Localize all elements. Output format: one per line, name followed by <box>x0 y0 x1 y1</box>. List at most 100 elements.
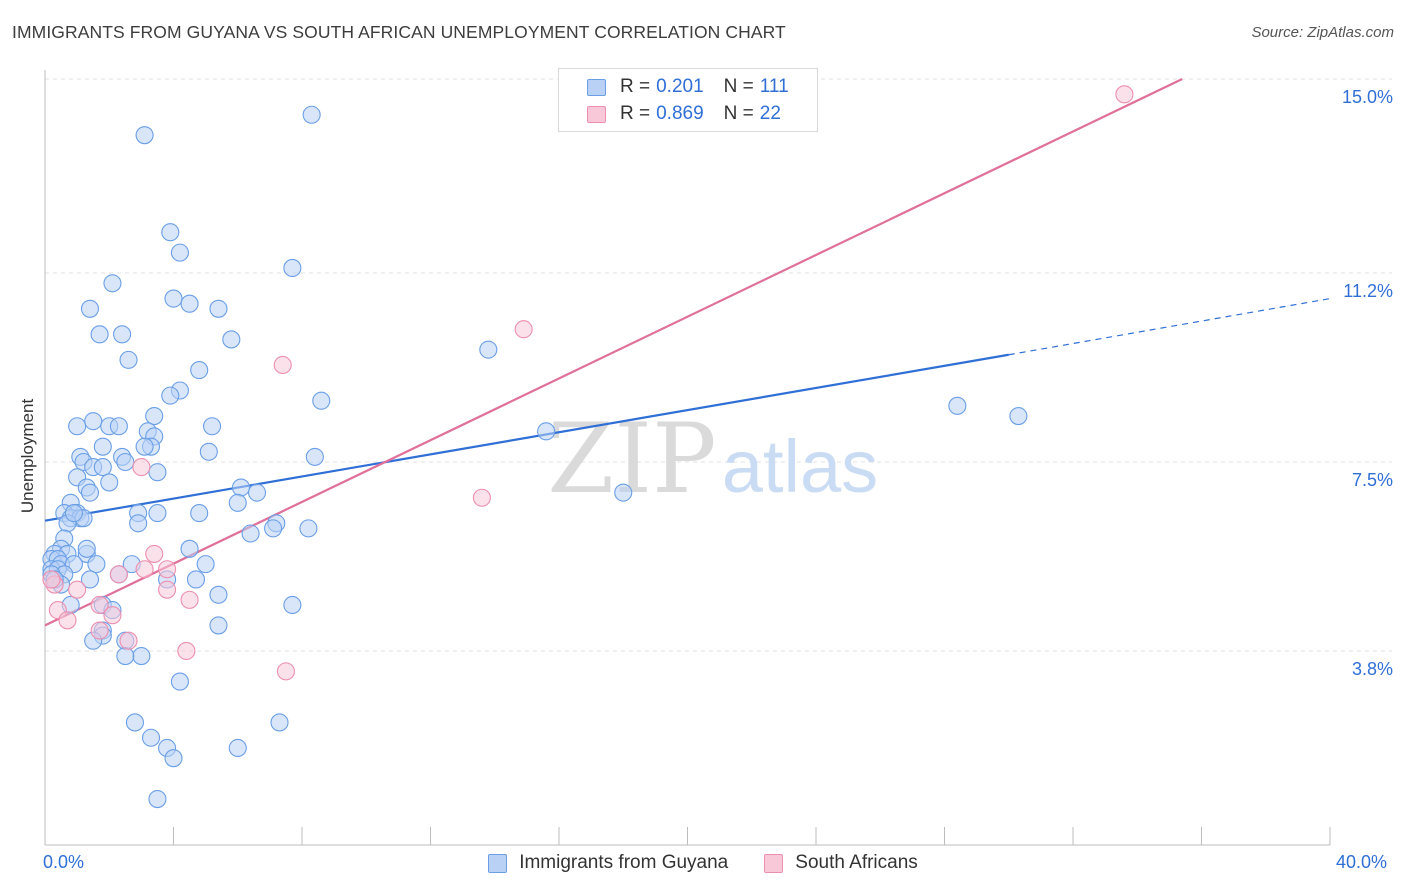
data-point <box>80 570 100 589</box>
legend-swatch-guyana <box>587 78 606 96</box>
data-point <box>537 422 556 441</box>
data-point <box>228 493 247 512</box>
data-point <box>161 386 180 405</box>
data-point <box>64 504 83 523</box>
legend-r-value: 0.201 <box>656 76 704 97</box>
data-point <box>209 299 228 318</box>
data-point <box>283 595 302 615</box>
data-point <box>109 565 128 584</box>
data-point <box>129 514 148 533</box>
data-point <box>302 105 321 124</box>
data-point <box>514 320 533 339</box>
trend-line <box>44 353 1009 522</box>
data-point <box>1009 406 1028 426</box>
legend-swatch-guyana <box>488 853 508 873</box>
data-point <box>93 458 112 477</box>
legend-r-label: R = <box>620 76 651 97</box>
data-points <box>42 85 1134 809</box>
data-point <box>90 325 109 344</box>
data-point <box>80 483 100 502</box>
data-point <box>170 672 189 691</box>
legend-item-south-africans: South Africans <box>764 852 918 874</box>
y-tick-labels: 3.8% 7.5% 11.2% 15.0% <box>1342 87 1393 679</box>
data-point <box>270 713 289 732</box>
legend-n-label: N = <box>723 103 754 124</box>
data-point <box>158 560 177 579</box>
legend-n-value: 22 <box>759 103 781 124</box>
data-point <box>141 728 161 747</box>
data-point <box>93 437 112 456</box>
data-point <box>948 396 967 415</box>
data-point <box>132 647 151 666</box>
data-point <box>177 641 196 660</box>
data-point <box>180 539 199 558</box>
data-point <box>135 126 154 145</box>
data-point <box>103 606 122 625</box>
data-point <box>209 585 228 604</box>
data-point <box>42 570 61 589</box>
data-point <box>58 611 77 630</box>
correlation-legend: R = 0.201 N = 111 R = 0.869 N = 22 <box>558 68 818 132</box>
data-point <box>264 519 283 538</box>
y-tick-label: 15.0% <box>1342 87 1393 107</box>
data-point <box>1115 85 1134 104</box>
data-point <box>113 325 132 344</box>
data-point <box>90 621 109 640</box>
trend-lines <box>44 78 1331 627</box>
legend-label-guyana: Immigrants from Guyana <box>519 852 729 873</box>
data-point <box>190 504 209 523</box>
data-point <box>305 447 324 466</box>
data-point <box>148 504 167 523</box>
grid-lines <box>45 78 1392 652</box>
data-point <box>158 580 177 599</box>
data-point <box>312 391 331 410</box>
data-point <box>116 452 135 472</box>
axes <box>44 70 1331 846</box>
data-point <box>247 483 267 502</box>
data-point <box>68 417 87 436</box>
x-tick-label-max: 40.0% <box>1336 852 1388 872</box>
data-point <box>222 330 241 349</box>
data-point <box>228 738 247 758</box>
source-label: Source: ZipAtlas.com <box>1251 24 1394 41</box>
data-point <box>273 355 292 375</box>
data-point <box>109 417 128 436</box>
data-point <box>132 458 151 477</box>
legend-swatch-south-africans <box>587 105 606 123</box>
data-point <box>116 647 135 666</box>
legend-n-value: 111 <box>759 76 789 97</box>
y-tick-label: 11.2% <box>1343 281 1393 301</box>
legend-label-south-africans: South Africans <box>795 852 918 873</box>
data-point <box>209 616 228 635</box>
y-axis-label: Unemployment <box>18 398 37 514</box>
legend-r-value: 0.869 <box>656 103 704 124</box>
legend-n-label: N = <box>723 76 754 97</box>
watermark-atlas: atlas <box>722 425 878 508</box>
data-point <box>103 274 122 293</box>
x-tick-label-min: 0.0% <box>43 852 85 872</box>
data-point <box>241 524 260 543</box>
data-point <box>119 350 138 369</box>
legend-item-guyana: Immigrants from Guyana <box>488 852 728 874</box>
data-point <box>145 406 164 426</box>
data-point <box>164 749 183 768</box>
data-point <box>148 463 167 482</box>
data-point <box>87 555 106 574</box>
legend-row-guyana: R = 0.201 N = 111 <box>587 75 789 99</box>
data-point <box>80 299 100 318</box>
data-point <box>161 223 180 242</box>
data-point <box>203 417 222 436</box>
data-point <box>135 437 154 456</box>
chart-title: IMMIGRANTS FROM GUYANA VS SOUTH AFRICAN … <box>12 22 786 42</box>
y-tick-label: 3.8% <box>1352 659 1393 679</box>
data-point <box>170 243 189 262</box>
watermark: ZIP atlas <box>547 403 878 515</box>
data-point <box>119 631 138 650</box>
series-legend: Immigrants from Guyana South Africans <box>0 852 1406 874</box>
data-point <box>231 478 251 497</box>
y-tick-label: 7.5% <box>1352 470 1393 490</box>
data-point <box>145 544 164 563</box>
legend-row-south-africans: R = 0.869 N = 22 <box>587 102 781 126</box>
data-point <box>135 560 154 579</box>
